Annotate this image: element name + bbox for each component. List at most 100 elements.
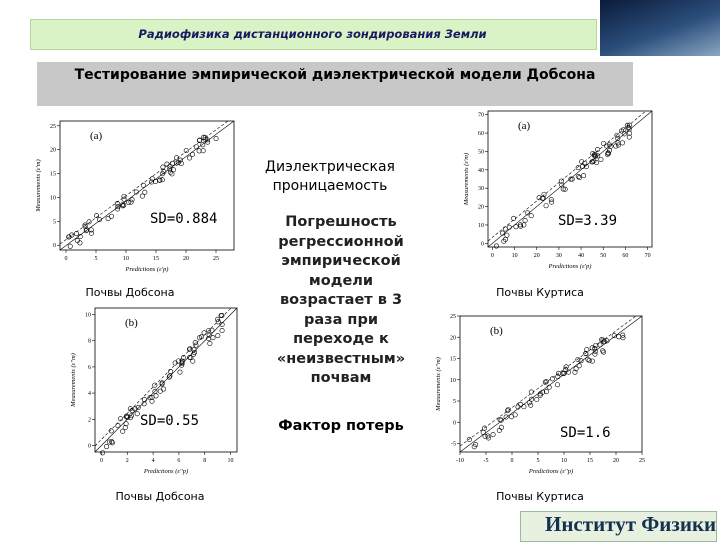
point <box>169 160 175 166</box>
y-tick-label: 40 <box>478 168 484 174</box>
x-tick-label: -10 <box>456 458 464 464</box>
point <box>528 389 534 395</box>
point <box>115 204 121 210</box>
x-tick-label: 0 <box>65 256 68 262</box>
point <box>149 179 155 185</box>
x-tick-label: 10 <box>561 458 567 464</box>
point <box>540 389 546 395</box>
point <box>108 213 114 219</box>
point <box>121 196 127 202</box>
y-axis-label: Measurements (ε'm) <box>463 153 470 206</box>
point <box>204 137 210 143</box>
point <box>166 374 172 380</box>
point <box>509 414 515 420</box>
title-box: Тестирование эмпирической диэлектрическо… <box>37 62 633 106</box>
point <box>82 222 88 228</box>
point <box>529 396 535 402</box>
point <box>584 347 590 353</box>
x-tick-label: 10 <box>123 256 129 262</box>
point <box>546 384 552 390</box>
point <box>580 163 586 169</box>
y-tick-label: -5 <box>451 442 456 448</box>
point <box>502 236 508 242</box>
x-tick-label: 20 <box>183 256 189 262</box>
y-tick-label: 2 <box>88 417 91 423</box>
point <box>179 358 185 364</box>
y-tick-label: 50 <box>478 149 484 155</box>
point <box>573 366 579 372</box>
point <box>123 421 129 427</box>
point <box>193 342 199 348</box>
y-tick-label: 6 <box>88 365 91 371</box>
subject: Радиофизика дистанционного зондирования … <box>138 27 487 41</box>
point <box>619 140 625 146</box>
point <box>595 153 601 159</box>
point <box>521 404 527 410</box>
point <box>601 141 607 147</box>
point <box>109 440 115 446</box>
point <box>134 411 140 417</box>
point <box>579 159 585 165</box>
point <box>201 134 207 140</box>
point <box>114 201 120 207</box>
point <box>592 345 598 351</box>
point <box>139 193 145 199</box>
point <box>117 416 123 422</box>
point <box>505 408 511 414</box>
x-tick-label: 25 <box>213 256 219 262</box>
point <box>522 218 528 224</box>
point <box>534 397 540 403</box>
space-image <box>600 0 720 56</box>
point <box>549 376 555 382</box>
x-tick-label: 6 <box>177 458 180 464</box>
point <box>563 364 569 370</box>
point <box>218 313 224 319</box>
y-axis-label: Measurements (ε''m) <box>70 353 77 408</box>
plot: 0 5 10 15 20 25 0 5 10 15 20 25 (a) Predictions (ε'p)… <box>35 120 235 273</box>
point <box>592 151 598 157</box>
point <box>97 217 103 223</box>
point <box>536 195 542 201</box>
point <box>149 398 155 404</box>
point <box>219 327 225 333</box>
point <box>192 340 198 346</box>
point <box>558 178 564 184</box>
point <box>126 199 132 205</box>
point <box>583 350 589 356</box>
x-tick-label: 15 <box>153 256 159 262</box>
point <box>215 316 221 322</box>
point <box>526 400 532 406</box>
point <box>206 327 212 333</box>
x-axis-label: Predictions (ε''p) <box>528 468 573 475</box>
point <box>569 176 575 182</box>
subject-bar <box>30 19 597 50</box>
point <box>560 371 566 377</box>
point <box>498 417 504 423</box>
point <box>542 379 548 385</box>
point <box>190 358 196 364</box>
y-tick-label: 20 <box>478 205 484 211</box>
x-tick-label: 15 <box>587 458 593 464</box>
point <box>157 177 163 183</box>
point <box>500 230 506 236</box>
y-tick-label: 10 <box>85 313 91 319</box>
x-tick-label: 20 <box>534 253 540 259</box>
point <box>575 356 581 362</box>
point <box>627 130 633 136</box>
point <box>187 346 193 352</box>
point <box>616 142 622 148</box>
fit-line <box>59 120 235 251</box>
point <box>620 335 626 341</box>
point <box>598 156 604 162</box>
point <box>161 386 167 392</box>
x-tick-label: 0 <box>491 253 494 259</box>
point <box>201 330 207 336</box>
point <box>539 195 545 201</box>
point <box>621 131 627 137</box>
point <box>175 159 181 165</box>
point <box>160 171 166 177</box>
loss: Фактор потерь <box>278 418 404 434</box>
y-tick-label: 0 <box>88 443 91 449</box>
point <box>543 379 549 385</box>
permittivity: Диэлектрическая проницаемость <box>265 159 395 194</box>
